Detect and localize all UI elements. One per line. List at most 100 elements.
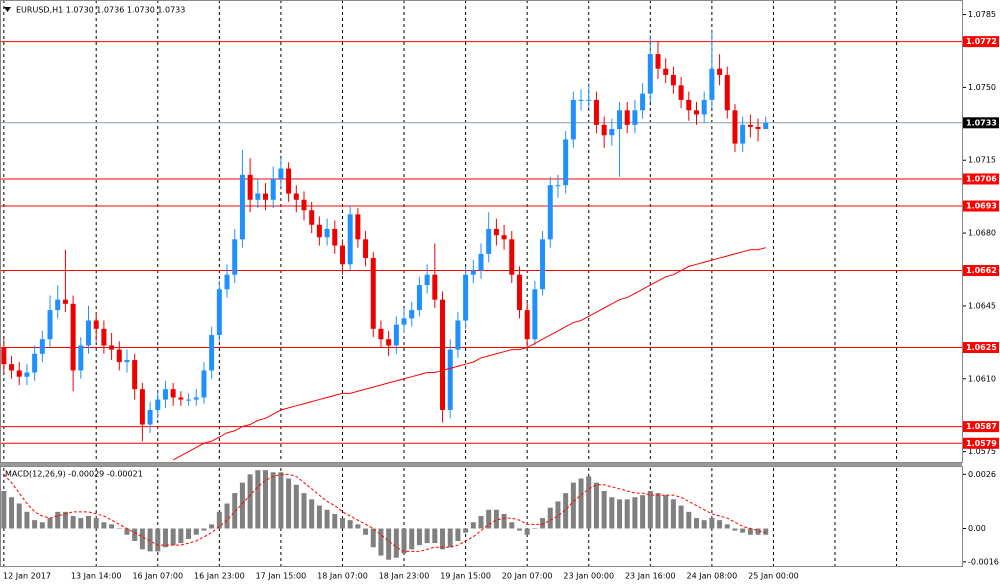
macd-bar [478, 516, 484, 529]
candle-body [686, 99, 692, 111]
candle-body [463, 274, 469, 321]
candle-body [24, 372, 30, 377]
macd-bar [309, 499, 315, 529]
candle-body [47, 310, 53, 340]
level-label: 1.0579 [966, 439, 997, 448]
macd-bar [132, 528, 138, 541]
candle-body [555, 185, 561, 187]
y-tick-label: -0.0016 [968, 557, 999, 566]
candle-body [740, 124, 746, 144]
macd-bar [32, 520, 38, 529]
macd-bar [24, 511, 30, 529]
candle-body [732, 110, 738, 144]
candle-body [224, 274, 230, 290]
candle-body [178, 397, 184, 400]
candle-body [370, 258, 376, 329]
macd-bar [416, 528, 422, 546]
x-tick-label: 23 Jan 16:00 [625, 572, 676, 581]
macd-bar [709, 518, 715, 529]
candle-body [93, 320, 99, 329]
candle-body [632, 110, 638, 125]
macd-bar [440, 528, 446, 550]
macd-bar [647, 491, 653, 529]
x-tick-label: 16 Jan 23:00 [194, 572, 245, 581]
candle-body [316, 224, 322, 238]
macd-bar [355, 524, 361, 529]
candle-body [309, 210, 315, 225]
x-tick-label: 20 Jan 07:00 [502, 572, 553, 581]
panel-separator [0, 463, 962, 466]
y-tick-label: 0.00 [968, 524, 986, 533]
chart-title: EURUSD,H1 1.0730 1.0736 1.0730 1.0733 [16, 6, 185, 15]
candle-body [747, 124, 753, 127]
macd-bar [216, 511, 222, 529]
macd-bar [124, 528, 130, 535]
macd-bar [617, 499, 623, 529]
candle-body [116, 349, 122, 363]
y-tick-label: 1.0645 [968, 301, 996, 310]
macd-bar [62, 511, 68, 529]
level-label: 1.0625 [966, 343, 997, 352]
candle-body [263, 193, 269, 200]
candle-body [416, 285, 422, 311]
x-tick-label: 19 Jan 15:00 [440, 572, 491, 581]
menu-arrow[interactable] [4, 7, 11, 12]
macd-bar [39, 522, 45, 529]
candle-body [62, 299, 68, 304]
macd-title: MACD(12,26,9) -0.00029 -0.00021 [5, 470, 143, 479]
candle-body [293, 193, 299, 200]
candle-body [570, 99, 576, 140]
macd-bar [147, 528, 153, 552]
level-label: 1.0693 [966, 202, 997, 211]
candle-body [393, 324, 399, 346]
macd-bar [501, 513, 507, 529]
level-label-bg [963, 200, 999, 212]
candle-body [109, 345, 115, 350]
macd-bar [601, 491, 607, 529]
candle-body [124, 360, 130, 363]
macd-bar [193, 528, 199, 535]
candle-body [378, 328, 384, 340]
macd-bar [293, 484, 299, 529]
candle-body [609, 129, 615, 136]
candle-body [155, 399, 161, 410]
candle-body [647, 54, 653, 94]
macd-bar [547, 507, 553, 529]
macd-bar [93, 518, 99, 529]
macd-bar [640, 495, 646, 529]
macd-bar [578, 478, 584, 529]
candle-body [763, 122, 769, 130]
candle-body [701, 99, 707, 115]
candle-body [132, 360, 138, 390]
candle-body [70, 303, 76, 371]
candle-body [355, 214, 361, 240]
macd-bar [540, 518, 546, 529]
candle-body [347, 214, 353, 265]
last-price-label: 1.0733 [966, 118, 997, 127]
candle-body [617, 110, 623, 130]
macd-bar [516, 528, 522, 531]
macd-bar [162, 528, 168, 548]
macd-bar [247, 474, 253, 529]
candle-body [16, 370, 22, 377]
candle-body [86, 320, 92, 346]
macd-bar [747, 528, 753, 535]
macd-bar [732, 528, 738, 531]
macd-bar [632, 497, 638, 529]
macd-bar [570, 482, 576, 529]
macd-bar [524, 528, 530, 535]
x-tick-label: 12 Jan 2017 [3, 572, 51, 581]
macd-bar [332, 513, 338, 529]
macd-bar [16, 503, 22, 529]
candle-body [724, 74, 730, 111]
level-label: 1.0772 [966, 37, 997, 46]
candle-body [663, 68, 669, 75]
candle-body [55, 299, 61, 311]
candle-body [755, 126, 761, 130]
macd-bar [363, 528, 369, 535]
candle-body [563, 139, 569, 186]
macd-bar [755, 528, 761, 535]
candle-body [255, 193, 261, 200]
macd-bar [116, 528, 122, 529]
